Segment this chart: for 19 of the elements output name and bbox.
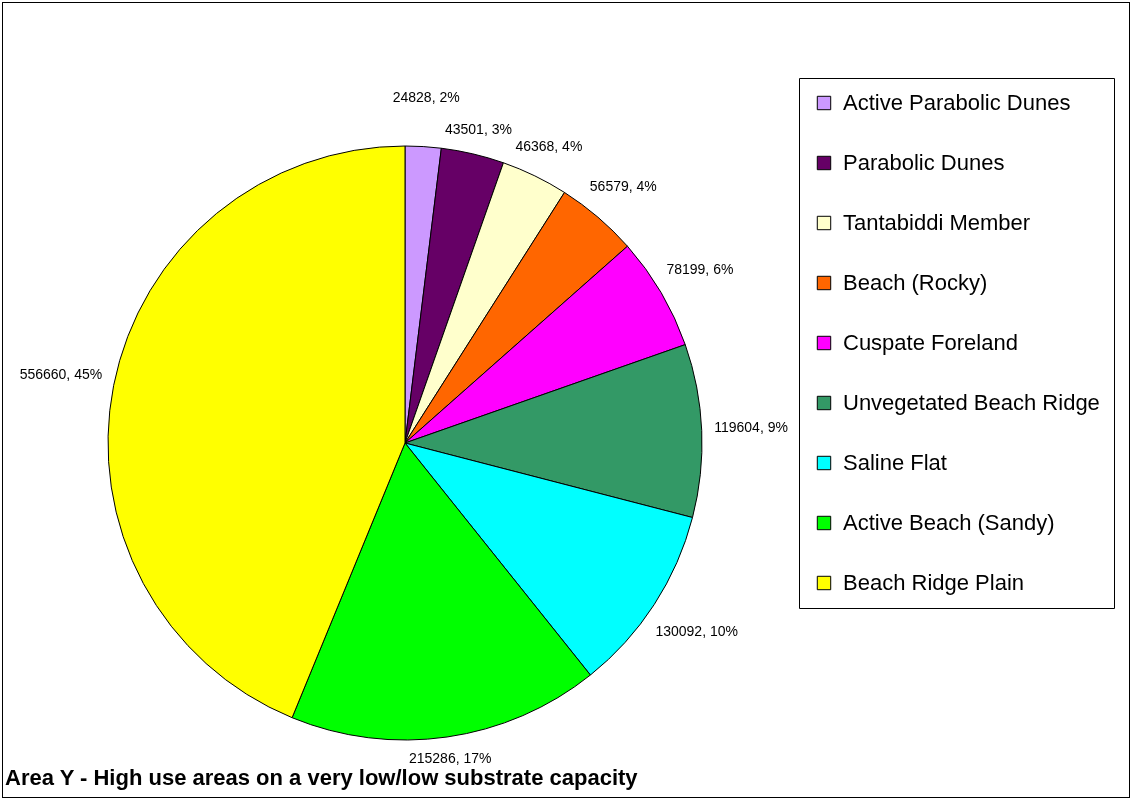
data-label: 24828, 2%	[392, 89, 460, 106]
legend-label: Parabolic Dunes	[843, 150, 1005, 175]
data-label: 556660, 45%	[19, 366, 103, 383]
data-label: 78199, 6%	[666, 260, 734, 277]
data-label: 43501, 3%	[444, 120, 512, 137]
data-label: 130092, 10%	[655, 623, 738, 640]
legend-label: Cuspate Foreland	[843, 330, 1018, 355]
legend-label: Active Beach (Sandy)	[843, 510, 1055, 535]
legend-label: Saline Flat	[843, 450, 947, 475]
data-label: 56579, 4%	[589, 178, 657, 195]
legend-label: Beach Ridge Plain	[843, 570, 1025, 595]
legend-label: Unvegetated Beach Ridge	[843, 390, 1100, 415]
text: Area Y - High use areas on a very low/low substrate capacity	[5, 765, 639, 791]
data-label: 119604, 9%	[714, 419, 788, 436]
legend-label: Beach (Rocky)	[843, 270, 988, 295]
data-label: 215286, 17%	[408, 750, 492, 767]
legend-label: Active Parabolic Dunes	[843, 90, 1071, 115]
legend-label: Tantabiddi Member	[843, 210, 1031, 235]
data-label: 46368, 4%	[515, 137, 583, 154]
